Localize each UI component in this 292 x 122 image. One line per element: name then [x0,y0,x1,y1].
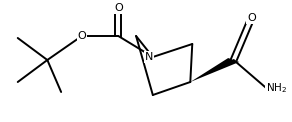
Text: O: O [247,13,256,23]
Text: O: O [77,31,86,41]
Text: O: O [114,3,123,13]
Polygon shape [190,58,239,82]
Text: N: N [145,52,153,62]
Text: NH$_2$: NH$_2$ [266,81,287,95]
